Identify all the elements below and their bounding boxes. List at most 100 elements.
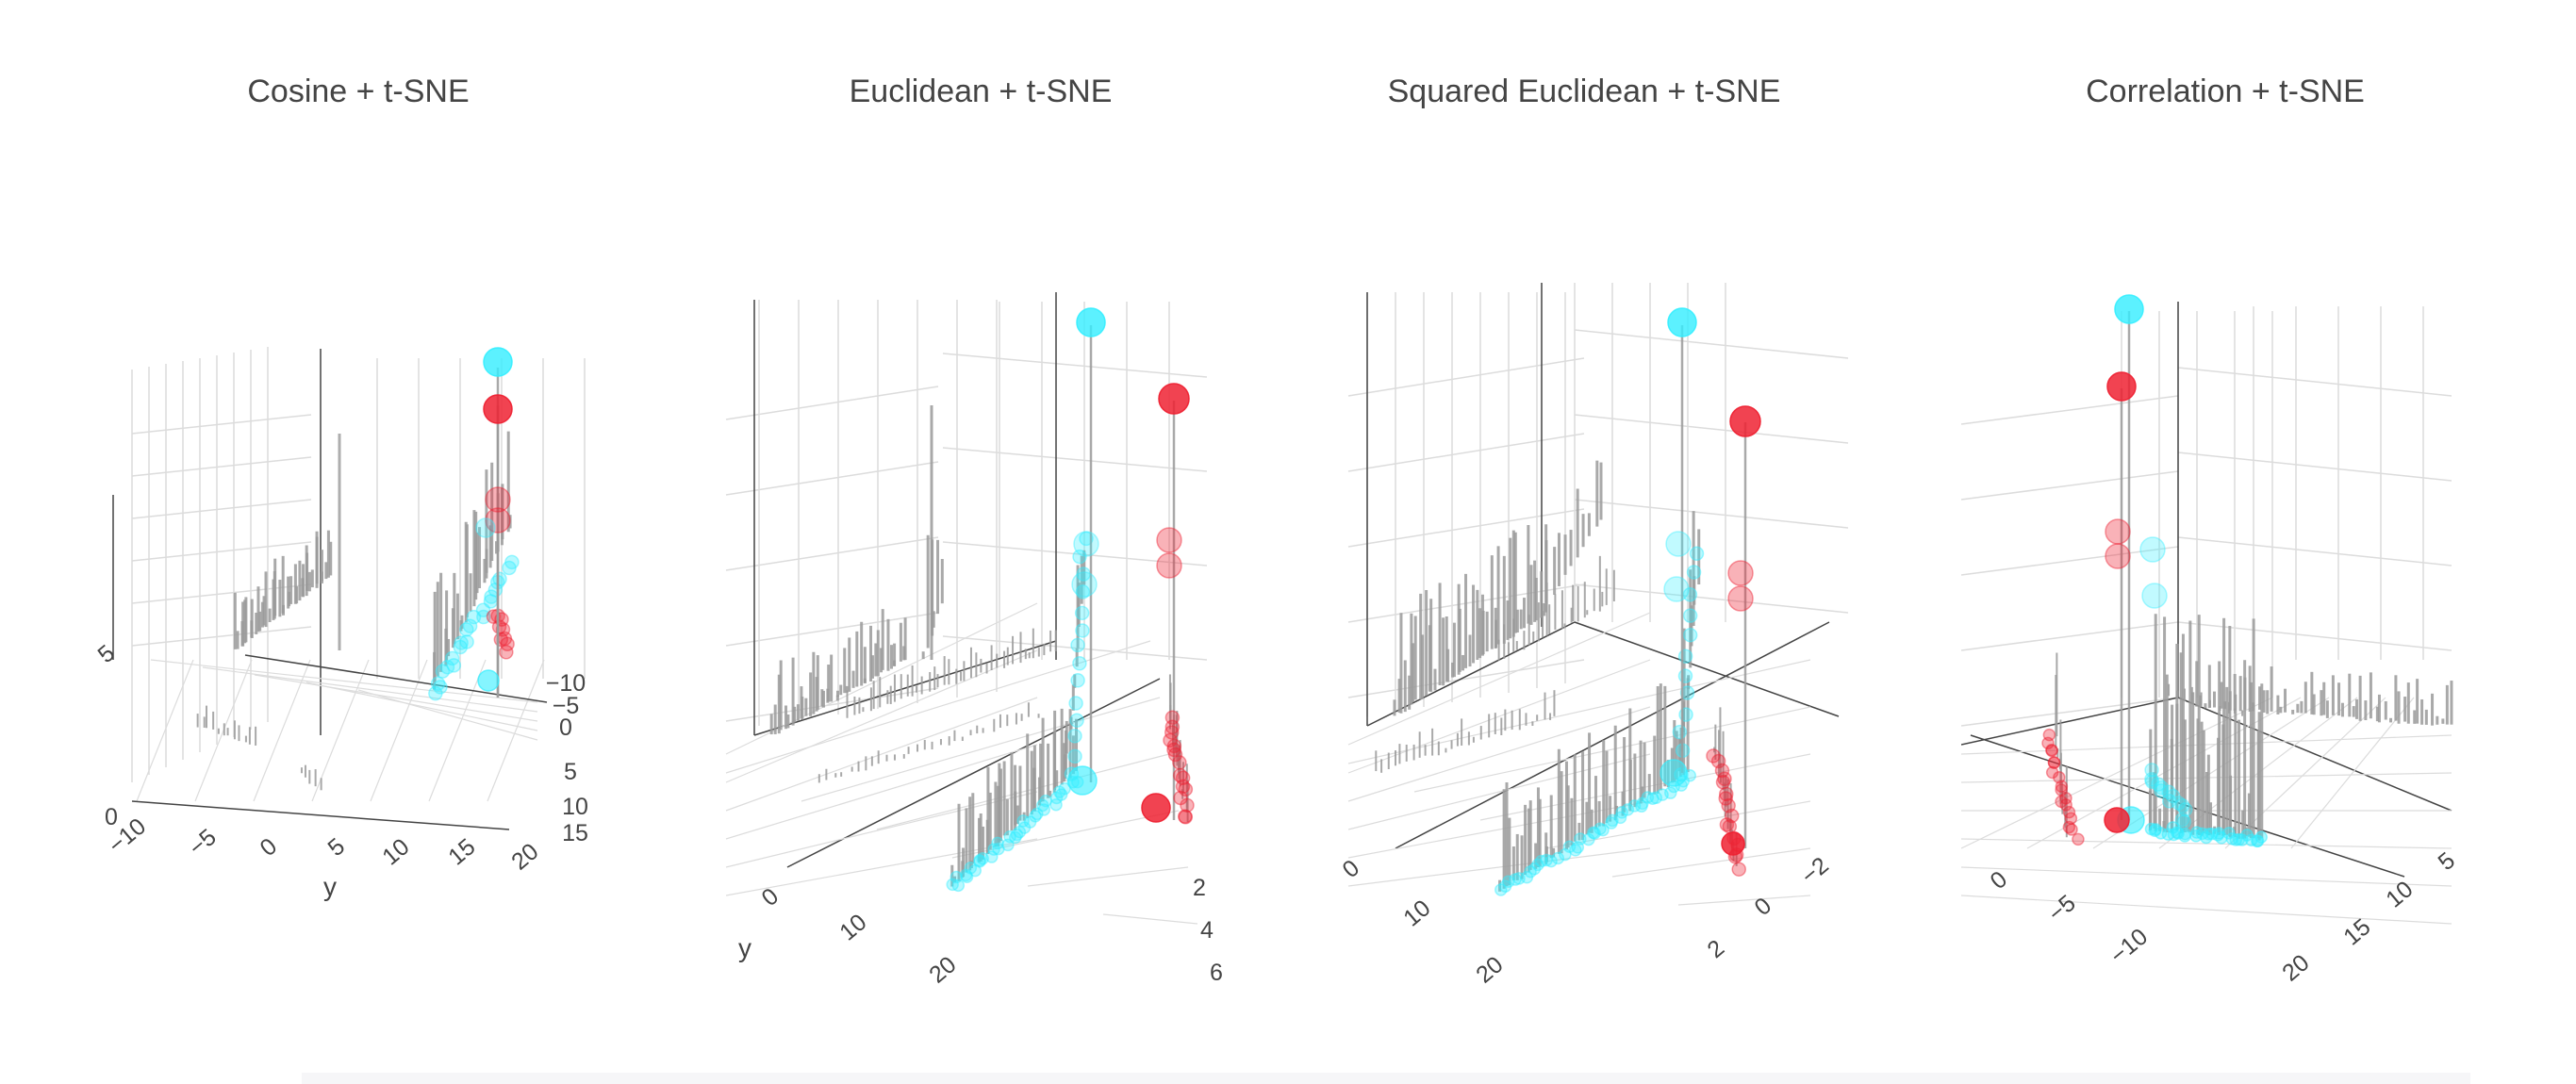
data-point-cyan — [960, 870, 974, 883]
data-point-cyan — [428, 685, 443, 701]
data-point-red — [2106, 371, 2137, 402]
data-point-cyan — [1013, 825, 1027, 839]
data-point-red — [2045, 765, 2059, 780]
data-point-cyan — [991, 836, 1004, 850]
data-point-cyan — [1049, 797, 1063, 812]
y-tick-label: −5 — [184, 824, 222, 862]
data-point-cyan — [1067, 765, 1098, 796]
data-point-red — [2055, 795, 2068, 809]
grid-line — [1574, 499, 1848, 529]
data-point-cyan — [1667, 307, 1697, 337]
x-tick-label: −10 — [546, 670, 586, 697]
data-point-red — [1714, 763, 1730, 779]
data-point-cyan — [2171, 796, 2187, 811]
data-point-cyan — [1534, 854, 1548, 868]
data-point-cyan — [2154, 780, 2170, 796]
grid-line — [1347, 659, 1651, 774]
data-point-cyan — [2236, 833, 2249, 846]
data-point-cyan — [1072, 656, 1087, 671]
grid-line — [2177, 621, 2452, 651]
data-point-red — [1156, 527, 1182, 553]
data-point-cyan — [1520, 871, 1534, 884]
data-point-cyan — [1076, 307, 1106, 337]
axis-line — [753, 640, 1057, 736]
y-tick-label: 0 — [1338, 855, 1365, 883]
x-tick-label: 10 — [562, 794, 588, 820]
data-point-cyan — [453, 639, 468, 655]
chart-panel-cosine: Cosine + t-SNE −10 −5 0 5 10 15 −10 −5 0 5 10 15 20 y… — [94, 0, 622, 1065]
data-point-cyan — [1069, 713, 1084, 729]
x-tick-label: 5 — [2434, 847, 2461, 876]
data-point-red — [1167, 747, 1183, 763]
data-point-cyan — [1073, 531, 1099, 557]
data-point-cyan — [976, 852, 989, 865]
data-point-cyan — [1682, 608, 1698, 623]
x-tick-label: 0 — [1750, 893, 1777, 921]
data-point-red — [1164, 725, 1180, 740]
y-axis-title: y — [323, 872, 337, 901]
data-point-red — [499, 645, 514, 660]
grid-line — [1574, 329, 1848, 359]
grid-line — [1961, 470, 2179, 501]
data-point-red — [2047, 756, 2061, 769]
data-point-cyan — [2174, 797, 2190, 813]
data-point-cyan — [1649, 791, 1663, 805]
y-tick-label: 10 — [1398, 895, 1435, 931]
data-point-cyan — [459, 622, 474, 637]
grid-line — [725, 744, 1038, 840]
data-point-red — [2059, 791, 2072, 805]
data-point-red — [1175, 770, 1191, 786]
data-point-red — [1724, 808, 1740, 824]
grid-line — [305, 682, 538, 731]
chart-title-euclidean: Euclidean + t-SNE — [849, 74, 1113, 109]
data-point-cyan — [2144, 772, 2159, 787]
data-point-cyan — [1569, 844, 1582, 857]
data-point-cyan — [1677, 668, 1693, 683]
data-point-cyan — [1689, 546, 1705, 561]
data-point-red — [2059, 798, 2072, 812]
grid-line — [942, 541, 1208, 567]
data-point-cyan — [1001, 838, 1015, 852]
grid-line — [1102, 913, 1198, 925]
data-point-cyan — [1023, 815, 1037, 829]
grid-line — [725, 791, 1038, 868]
x-tick-label: 20 — [2277, 949, 2314, 986]
data-point-cyan — [492, 571, 507, 586]
data-point-cyan — [2139, 536, 2166, 563]
data-point-cyan — [454, 635, 469, 650]
data-point-cyan — [1679, 685, 1695, 700]
clipped-tick-label: 5 — [94, 640, 120, 668]
data-point-cyan — [1512, 872, 1526, 885]
grid-line — [254, 674, 538, 722]
data-point-cyan — [1509, 873, 1522, 886]
axis-line — [1395, 621, 1830, 849]
x-tick-label: 15 — [562, 820, 588, 846]
y-tick-label: 5 — [323, 833, 351, 862]
grid-line — [942, 635, 1208, 661]
data-point-red — [1175, 779, 1191, 795]
data-point-cyan — [1036, 798, 1049, 813]
data-point-red — [1706, 748, 1721, 764]
y-tick-label: 10 — [834, 909, 871, 945]
data-point-cyan — [2151, 777, 2166, 792]
grid-line — [1347, 706, 1651, 802]
plot-euclidean[interactable]: 0 10 20 2 4 6 y — [717, 0, 1245, 1065]
data-point-cyan — [1627, 799, 1642, 813]
data-point-cyan — [2178, 827, 2192, 841]
data-point-cyan — [1682, 586, 1698, 602]
grid-line — [202, 666, 538, 713]
grid-line — [1961, 697, 2179, 727]
chart-panel-correlation: Correlation + t-SNE 0 −5 −10 5 10 15 20 — [1961, 0, 2489, 1065]
grid-line — [370, 659, 428, 802]
x-tick-label: 4 — [1200, 917, 1214, 944]
grid-line — [1347, 433, 1585, 472]
grid-line — [2177, 452, 2452, 482]
grid-line — [131, 456, 312, 477]
axis-line — [1961, 697, 2179, 746]
grid-line — [725, 386, 939, 420]
data-point-cyan — [964, 862, 978, 875]
data-point-cyan — [2144, 774, 2160, 790]
